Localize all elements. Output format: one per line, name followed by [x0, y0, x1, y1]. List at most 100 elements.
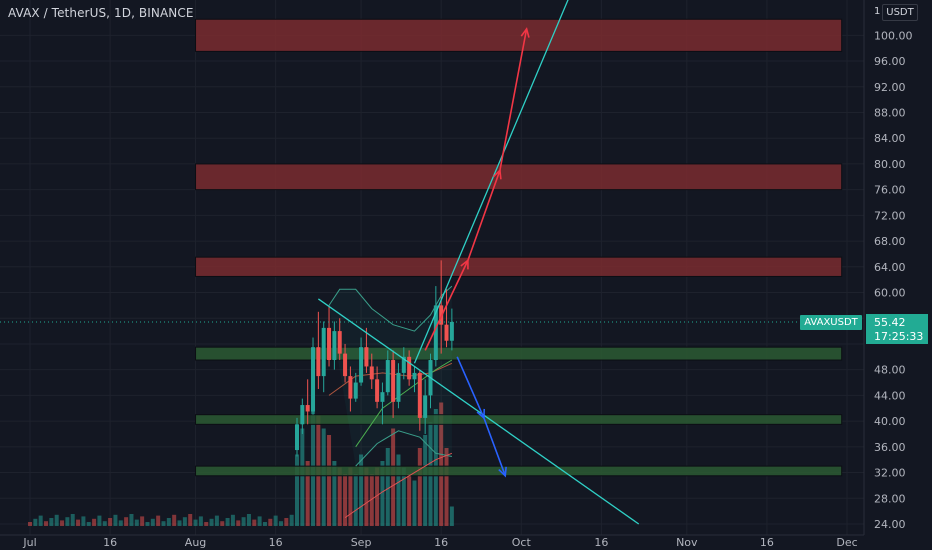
- volume-bar: [332, 461, 337, 526]
- volume-bar: [257, 516, 262, 526]
- volume-bar: [209, 518, 214, 526]
- price-tick-label: 24.00: [874, 518, 906, 531]
- price-tick-label: 88.00: [874, 106, 906, 119]
- price-tick-label: 96.00: [874, 55, 906, 68]
- moving-average-line: [344, 452, 453, 519]
- volume-bar: [396, 454, 401, 526]
- volume-bar: [49, 518, 54, 526]
- candle-body: [353, 382, 358, 399]
- bollinger-fill: [329, 286, 452, 467]
- price-tick-label: 60.00: [874, 287, 906, 300]
- volume-bar: [145, 522, 150, 526]
- volume-bar: [161, 521, 166, 526]
- volume-bar: [38, 515, 43, 526]
- candle-body: [300, 405, 305, 425]
- currency-unit-button[interactable]: USDT: [882, 4, 918, 21]
- volume-bar: [60, 520, 65, 526]
- candle-body: [417, 372, 422, 418]
- candle-body: [449, 321, 454, 341]
- volume-bar: [33, 518, 38, 526]
- volume-bar: [225, 518, 230, 526]
- time-tick-label: Jul: [22, 536, 36, 549]
- projection-down-arrow-head: [476, 408, 486, 420]
- price-tick-label: 44.00: [874, 389, 906, 402]
- volume-bar: [284, 518, 289, 526]
- last-price-badge: 55.42 17:25:33: [866, 314, 928, 344]
- volume-bar: [375, 467, 380, 526]
- candle-body: [321, 327, 326, 377]
- time-tick-label: 16: [103, 536, 117, 549]
- volume-bar: [252, 519, 257, 526]
- volume-bar: [359, 454, 364, 526]
- volume-bar: [417, 448, 422, 526]
- candle-body: [412, 372, 417, 380]
- volume-bar: [391, 428, 396, 526]
- time-tick-label: Dec: [836, 536, 857, 549]
- price-tick-label: 48.00: [874, 364, 906, 377]
- volume-bar: [348, 467, 353, 526]
- volume-bar: [236, 520, 241, 526]
- candle-body: [332, 331, 337, 361]
- volume-bar: [140, 516, 145, 526]
- volume-bar: [300, 428, 305, 526]
- candle-body: [385, 360, 390, 393]
- bollinger-upper: [328, 285, 453, 332]
- price-tick-label: 32.00: [874, 467, 906, 480]
- resistance-zone: [195, 163, 843, 191]
- volume-bar: [182, 517, 187, 526]
- volume-bar: [268, 518, 273, 526]
- price-axis[interactable]: 24.00 28.00 32.00 36.00 40.00 44.00 48.00 60.00…: [863, 0, 932, 550]
- volume-bar: [273, 515, 278, 526]
- volume-bar: [380, 461, 385, 526]
- candle-body: [433, 305, 438, 361]
- drawings: [0, 0, 864, 525]
- volume-bar: [262, 522, 267, 526]
- volume-bar: [81, 516, 86, 526]
- candle-body: [316, 347, 321, 377]
- volume-bar: [321, 428, 326, 526]
- support-zone: [195, 465, 843, 477]
- volume-bar: [407, 474, 412, 526]
- candle-body: [380, 392, 385, 402]
- volume-bar: [246, 514, 251, 526]
- time-tick-label: Nov: [676, 536, 698, 549]
- volume-bar: [305, 461, 310, 526]
- chart-title: AVAX / TetherUS, 1D, BINANCE: [8, 6, 194, 20]
- price-tick-label: 72.00: [874, 209, 906, 222]
- volume-bar: [364, 467, 369, 526]
- time-axis[interactable]: Jul 16 Aug 16 Sep 16 Oct 16 Nov 16 Dec: [0, 534, 864, 549]
- volume-bar: [97, 515, 102, 526]
- volume-bar: [337, 467, 342, 526]
- time-tick-label: 16: [269, 536, 283, 549]
- volume-bar: [220, 521, 225, 526]
- volume-bar: [188, 514, 193, 526]
- symbol-badge: AVAXUSDT: [800, 315, 862, 330]
- last-price-value: 55.42: [874, 316, 906, 329]
- volume-bar: [92, 518, 97, 526]
- candle-body: [407, 356, 412, 380]
- price-axis-background: [864, 0, 932, 550]
- volume-bar: [28, 522, 32, 526]
- candle-body: [348, 376, 353, 399]
- price-scale-prefix: 1: [874, 6, 881, 17]
- volume-bar: [193, 519, 198, 526]
- support-zone: [195, 414, 843, 425]
- volume-bar: [124, 517, 129, 526]
- time-tick-label: 16: [760, 536, 774, 549]
- candle-body: [375, 379, 380, 402]
- volume-bar: [76, 519, 81, 526]
- volume-bar: [134, 519, 139, 526]
- volume-bar: [214, 515, 219, 526]
- volume-bar: [295, 454, 299, 526]
- candle-body: [369, 366, 374, 380]
- volume-bar: [156, 515, 161, 526]
- volume-bar: [241, 517, 246, 526]
- candle-body: [337, 331, 342, 354]
- price-tick-label: 36.00: [874, 441, 906, 454]
- volume-bar: [412, 480, 417, 526]
- volume-bar: [343, 474, 348, 526]
- candle-body: [359, 347, 364, 383]
- volume-bar: [327, 435, 332, 526]
- volume-bar: [54, 514, 59, 526]
